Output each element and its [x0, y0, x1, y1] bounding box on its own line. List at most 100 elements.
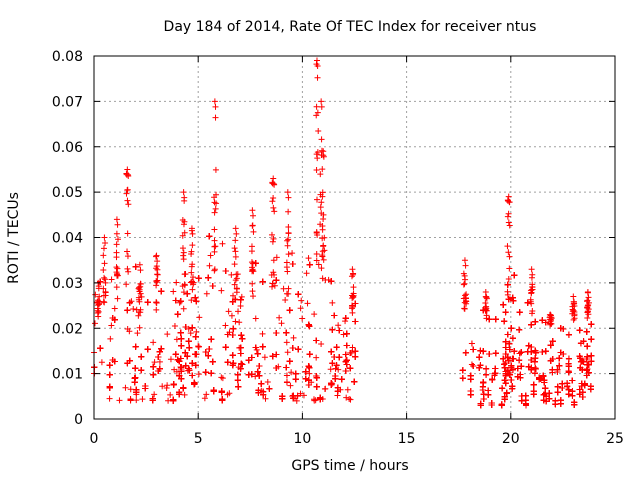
- data-point: [342, 318, 349, 325]
- data-point: [297, 390, 304, 397]
- data-point: [311, 311, 318, 318]
- data-point: [297, 305, 304, 312]
- data-point: [192, 333, 199, 340]
- data-point: [325, 276, 332, 283]
- data-point: [203, 290, 210, 297]
- grid: [94, 56, 615, 419]
- data-point: [238, 293, 245, 300]
- data-point: [164, 331, 171, 338]
- data-point: [195, 275, 202, 282]
- data-point: [245, 357, 252, 364]
- data-point: [313, 354, 320, 361]
- data-point: [193, 328, 200, 335]
- data-point: [189, 324, 196, 331]
- data-point: [283, 329, 290, 336]
- data-point: [209, 282, 216, 289]
- data-point: [343, 342, 350, 349]
- data-point: [273, 330, 280, 337]
- data-point: [195, 371, 202, 378]
- data-point: [187, 330, 194, 337]
- data-point: [304, 300, 311, 307]
- data-point: [98, 359, 105, 366]
- data-point: [273, 254, 280, 261]
- data-point: [156, 358, 163, 365]
- data-point: [176, 358, 183, 365]
- data-point: [237, 302, 244, 309]
- data-point: [313, 337, 320, 344]
- data-point: [252, 260, 259, 267]
- data-point: [238, 332, 245, 339]
- data-point: [254, 350, 261, 357]
- data-point: [151, 391, 158, 398]
- data-point: [177, 329, 184, 336]
- data-point: [264, 378, 271, 385]
- data-point: [340, 331, 347, 338]
- data-point: [135, 312, 142, 319]
- data-point: [174, 311, 181, 318]
- data-point: [201, 395, 208, 402]
- data-point: [139, 396, 146, 403]
- data-point: [252, 373, 259, 380]
- data-point: [224, 391, 231, 398]
- data-point: [283, 339, 290, 346]
- data-point: [305, 321, 312, 328]
- data-point: [180, 305, 187, 312]
- data-point: [167, 356, 174, 363]
- data-point: [91, 320, 98, 327]
- data-point: [211, 267, 218, 274]
- data-point: [234, 371, 241, 378]
- data-point: [108, 276, 115, 283]
- data-point: [106, 395, 113, 402]
- data-point: [171, 322, 178, 329]
- data-point: [346, 395, 353, 402]
- data-point: [303, 270, 310, 277]
- data-point: [262, 395, 269, 402]
- data-point: [292, 370, 299, 377]
- data-point: [293, 397, 300, 404]
- data-point: [286, 307, 293, 314]
- data-point: [259, 278, 266, 285]
- data-point: [349, 344, 356, 351]
- data-point: [208, 336, 215, 343]
- data-point: [165, 397, 172, 404]
- data-point: [315, 261, 322, 268]
- data-point: [178, 342, 185, 349]
- data-point: [289, 260, 296, 267]
- data-point: [282, 296, 289, 303]
- data-point: [173, 336, 180, 343]
- data-point: [259, 330, 266, 337]
- data-point: [170, 288, 177, 295]
- data-point: [314, 196, 321, 203]
- data-point: [230, 325, 237, 332]
- data-point: [178, 335, 185, 342]
- data-point: [203, 391, 210, 398]
- data-point: [167, 391, 174, 398]
- data-point: [306, 370, 313, 377]
- data-point: [290, 334, 297, 341]
- data-point: [193, 298, 200, 305]
- data-point: [352, 318, 359, 325]
- data-point: [236, 319, 243, 326]
- data-point: [164, 382, 171, 389]
- data-point: [144, 299, 151, 306]
- data-point: [237, 344, 244, 351]
- data-point: [313, 251, 320, 258]
- data-point: [122, 384, 129, 391]
- data-point: [222, 322, 229, 329]
- data-points: [91, 57, 595, 409]
- data-point: [92, 291, 99, 298]
- data-point: [322, 385, 329, 392]
- data-point: [173, 368, 180, 375]
- data-point: [256, 362, 263, 369]
- data-point: [185, 338, 192, 345]
- data-point: [335, 366, 342, 373]
- data-point: [230, 292, 237, 299]
- data-point: [248, 354, 255, 361]
- data-point: [107, 335, 114, 342]
- data-point: [261, 354, 268, 361]
- data-point: [343, 394, 350, 401]
- data-point: [335, 322, 342, 329]
- data-point: [196, 314, 203, 321]
- data-point: [295, 291, 302, 298]
